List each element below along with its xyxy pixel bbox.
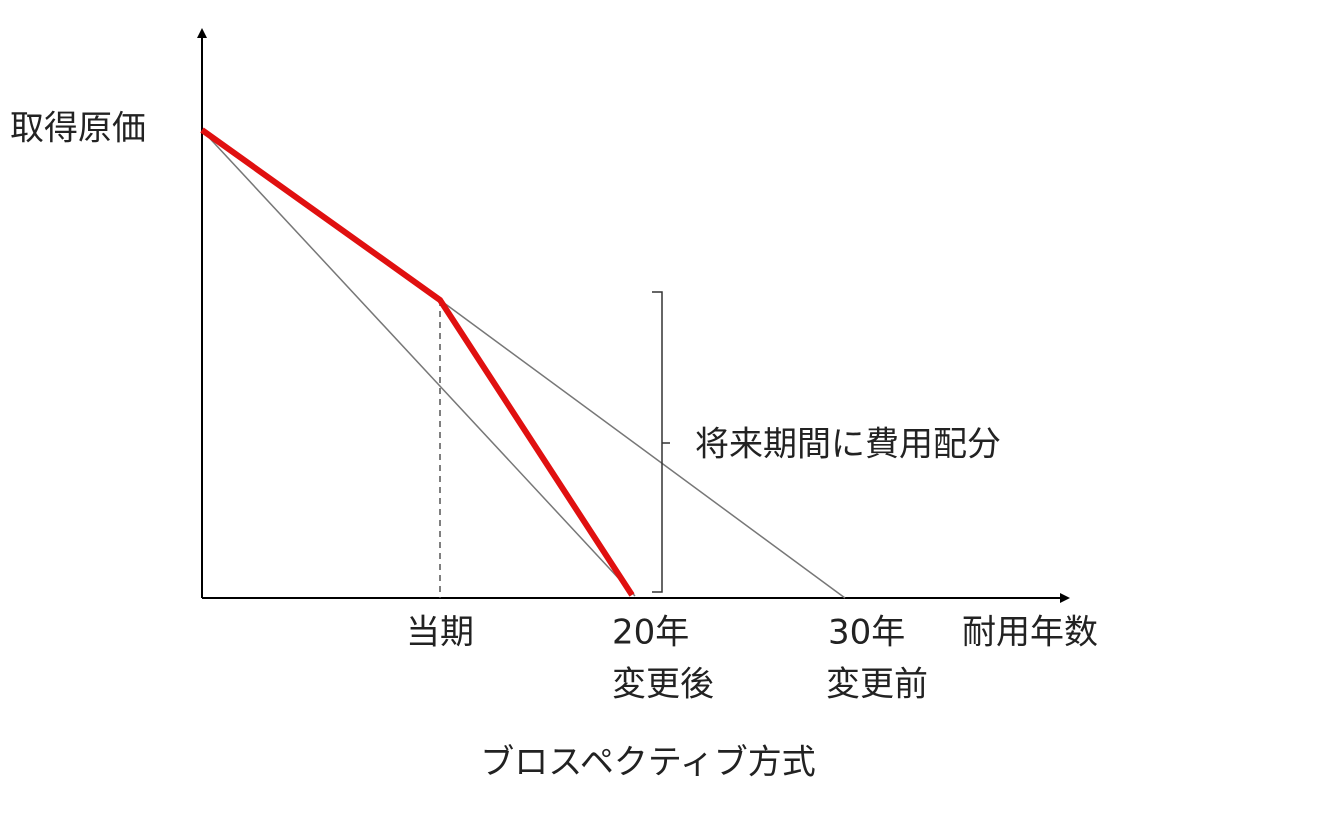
x-label: 変更前	[826, 665, 928, 705]
y-axis-label: 取得原価	[10, 109, 146, 149]
book-value-line	[200, 127, 635, 597]
line-before	[439, 299, 846, 599]
x-label: 20年	[612, 613, 689, 653]
line-after	[201, 129, 636, 597]
x-label: 30年	[828, 613, 905, 653]
caption: ブロスペクティブ方式	[480, 743, 816, 783]
bracket-label: 将来期間に費用配分	[695, 425, 1001, 465]
x-label: 当期	[406, 613, 474, 653]
x-axis-label: 耐用年数	[962, 613, 1098, 653]
x-label: 変更後	[612, 665, 714, 705]
bracket	[652, 291, 670, 593]
